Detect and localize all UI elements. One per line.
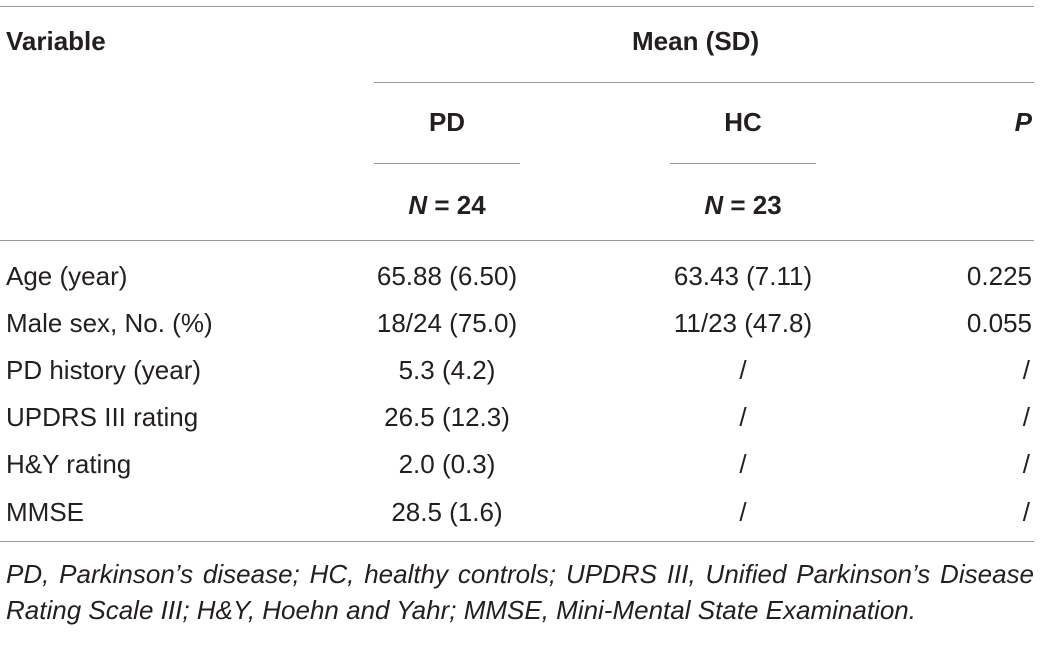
header-pd-n-letter: N xyxy=(408,190,428,220)
row-label: Male sex, No. (%) xyxy=(6,308,213,338)
header-bottom-rule xyxy=(0,240,1034,241)
header-variable: Variable xyxy=(6,26,106,56)
top-rule xyxy=(0,6,1034,7)
row-pd-value: 28.5 (1.6) xyxy=(391,497,503,527)
row-pd-value: 65.88 (6.50) xyxy=(376,261,518,291)
pd-subheading-rule xyxy=(374,163,520,164)
header-hc-n: N = 23 xyxy=(670,190,816,220)
table-footnote: PD, Parkinson’s disease; HC, healthy con… xyxy=(6,559,1034,625)
header-pd-n: N = 24 xyxy=(374,190,520,220)
hc-subheading-rule xyxy=(670,163,816,164)
header-pd: PD xyxy=(428,107,466,137)
header-hc-n-value: = 23 xyxy=(723,190,782,220)
row-pd-value: 2.0 (0.3) xyxy=(398,449,496,479)
row-pd-value: 18/24 (75.0) xyxy=(376,308,518,338)
row-pd-value: 26.5 (12.3) xyxy=(384,402,510,432)
row-p-value: / xyxy=(1022,402,1030,432)
row-pd-value: 5.3 (4.2) xyxy=(398,355,496,385)
table-bottom-rule xyxy=(0,541,1034,542)
header-hc: HC xyxy=(724,107,762,137)
row-label: PD history (year) xyxy=(6,355,202,385)
row-hc-value: / xyxy=(739,355,747,385)
row-label: Age (year) xyxy=(6,261,128,291)
header-pd-n-value: = 24 xyxy=(427,190,486,220)
row-p-value: / xyxy=(1022,449,1030,479)
row-p-value: / xyxy=(1022,355,1030,385)
header-hc-n-letter: N xyxy=(704,190,724,220)
row-hc-value: / xyxy=(739,449,747,479)
row-hc-value: / xyxy=(739,497,747,527)
row-label: UPDRS III rating xyxy=(6,402,199,432)
row-label: H&Y rating xyxy=(6,449,132,479)
row-p-value: 0.225 xyxy=(966,261,1032,291)
row-p-value: 0.055 xyxy=(966,308,1032,338)
group-heading-rule xyxy=(374,82,1034,83)
row-hc-value: 63.43 (7.11) xyxy=(673,261,813,291)
row-hc-value: 11/23 (47.8) xyxy=(673,308,813,338)
row-label: MMSE xyxy=(6,497,84,527)
row-p-value: / xyxy=(1022,497,1030,527)
row-hc-value: / xyxy=(739,402,747,432)
header-p: P xyxy=(1014,107,1032,137)
header-group-heading: Mean (SD) xyxy=(632,26,760,56)
